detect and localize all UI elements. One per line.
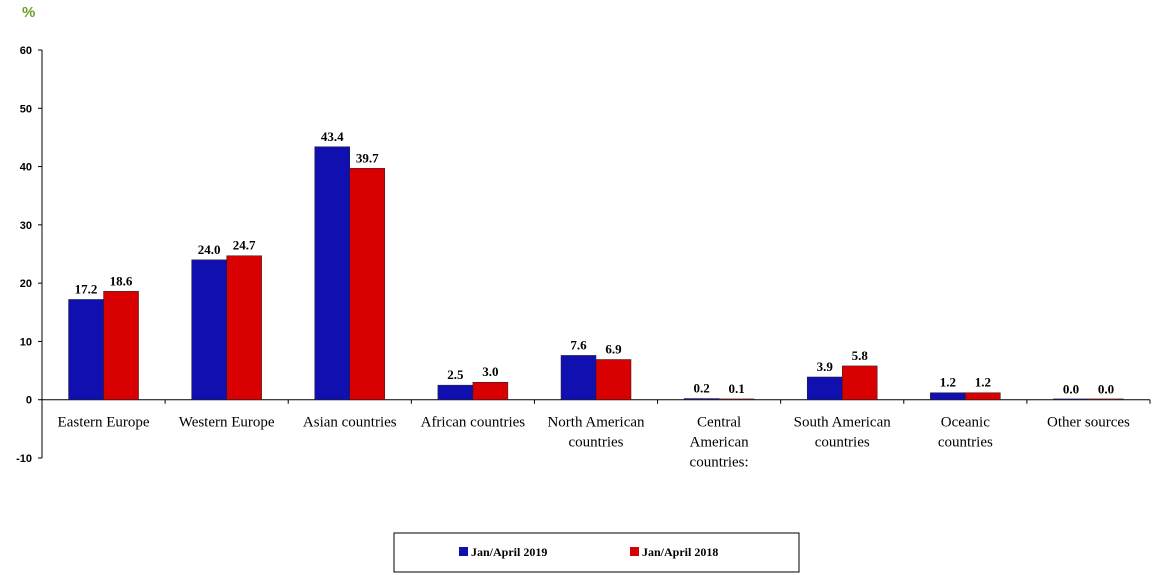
data-label: 6.9 (605, 341, 622, 356)
data-label: 43.4 (321, 129, 344, 144)
data-label: 24.7 (233, 238, 256, 253)
category-label: Eastern Europe (58, 415, 150, 431)
bar-2018 (103, 291, 139, 400)
bar-2019 (683, 398, 720, 400)
bar-2018 (472, 381, 509, 400)
y-tick-label: 10 (20, 336, 32, 348)
y-axis: 60 50 40 30 20 10 0 -10 (16, 45, 43, 465)
category-label: Oceanic (941, 415, 990, 431)
bar-2019 (437, 384, 474, 400)
bar-2018 (841, 365, 878, 400)
category-label: Asian countries (303, 415, 397, 431)
bar-2018 (1088, 398, 1124, 400)
legend-swatch-2018 (630, 547, 639, 556)
y-unit-label: % (22, 4, 35, 21)
bar-2018 (965, 392, 1001, 400)
category-labels: Eastern Europe Western Europe Asian countr… (58, 415, 1131, 471)
data-label: 0.0 (1063, 382, 1079, 397)
data-label: 3.9 (817, 359, 834, 374)
data-label: 17.2 (75, 281, 98, 296)
category-label: countries (569, 435, 624, 451)
data-labels: 17.2 18.6 24.0 24.7 43.4 39.7 2.5 3.0 7.6 6.9 0.2 0… (75, 129, 1114, 397)
bar-2019 (68, 299, 104, 400)
category-label: South American (794, 415, 892, 431)
bar-2019 (930, 392, 966, 400)
data-label: 3.0 (482, 364, 498, 379)
data-label: 39.7 (356, 150, 379, 165)
bar-2019 (806, 376, 843, 400)
legend-box (393, 532, 800, 573)
y-tick-label: 20 (20, 278, 32, 290)
bar-2019 (1053, 398, 1089, 400)
y-tick-label: 0 (26, 395, 32, 407)
bar-2018 (595, 359, 632, 400)
y-tick-label: -10 (16, 453, 32, 465)
legend: Jan/April 2019 Jan/April 2018 (393, 532, 800, 573)
y-tick-label: 60 (20, 45, 32, 57)
y-tick-label: 50 (20, 103, 32, 115)
y-tick-label: 40 (20, 162, 32, 174)
data-label: 0.2 (693, 381, 709, 396)
category-label: African countries (421, 415, 526, 431)
category-label: countries (815, 435, 870, 451)
data-label: 1.2 (940, 375, 956, 390)
x-axis (41, 399, 1151, 404)
data-label: 0.0 (1098, 382, 1114, 397)
y-tick-label: 30 (20, 220, 32, 232)
data-label: 2.5 (447, 367, 464, 382)
data-label: 18.6 (110, 273, 133, 288)
legend-swatch-2019 (459, 547, 468, 556)
bar-2019 (560, 355, 597, 400)
bar-2018 (349, 168, 386, 400)
data-label: 1.2 (975, 375, 991, 390)
bar-2019 (191, 259, 227, 400)
data-label: 0.1 (728, 381, 744, 396)
category-label: countries (938, 435, 993, 451)
category-label: countries: (690, 455, 749, 471)
data-label: 5.8 (852, 348, 869, 363)
legend-label: Jan/April 2018 (642, 545, 718, 559)
data-label: 7.6 (570, 337, 587, 352)
bar-2018 (718, 398, 755, 400)
bar-2019 (314, 146, 351, 400)
category-label: American (690, 435, 750, 451)
category-label: Western Europe (179, 415, 275, 431)
data-label: 24.0 (198, 242, 221, 257)
category-label: Other sources (1047, 415, 1130, 431)
category-label: Central (697, 415, 741, 431)
category-label: North American (547, 415, 645, 431)
bar-2018 (226, 255, 262, 400)
bars (68, 146, 1124, 400)
legend-label: Jan/April 2019 (471, 545, 547, 559)
